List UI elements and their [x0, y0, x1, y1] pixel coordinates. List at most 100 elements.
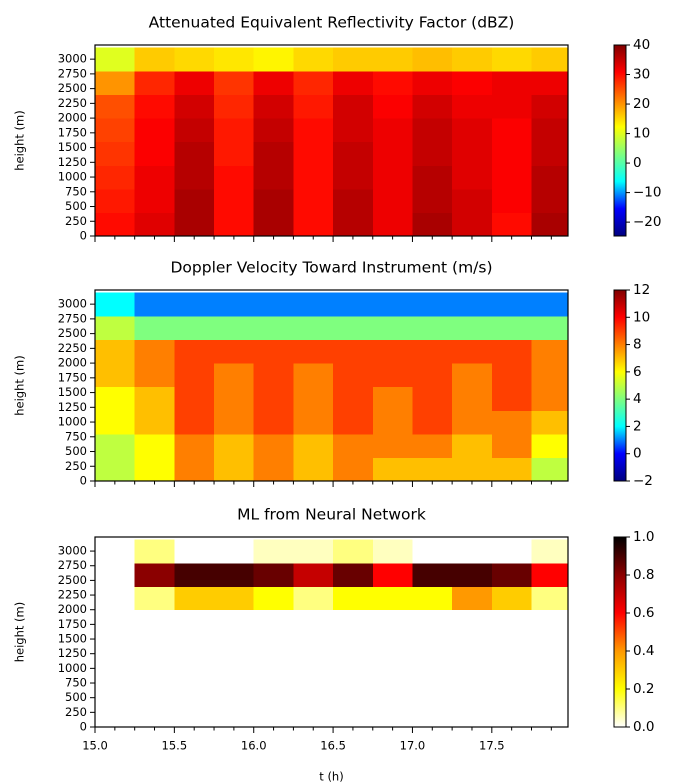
panel-title: Attenuated Equivalent Reflectivity Facto…: [149, 14, 515, 32]
heatmap-cell: [372, 70, 413, 96]
heatmap-cell: [412, 433, 453, 458]
heatmap-cell: [412, 410, 453, 435]
y-tick-label: 0: [80, 474, 87, 488]
heatmap-cell: [452, 609, 493, 634]
heatmap-cell: [412, 212, 453, 236]
heatmap-cell: [95, 70, 136, 96]
heatmap-cell: [293, 141, 334, 166]
y-tick-label: 250: [65, 459, 87, 473]
heatmap-cell: [253, 94, 294, 119]
heatmap-cell: [491, 212, 532, 236]
heatmap-cell: [531, 562, 568, 587]
colorbar: [613, 44, 627, 237]
heatmap-cell: [293, 586, 334, 611]
heatmap-cell: [412, 633, 453, 658]
heatmap-cell: [214, 165, 255, 190]
heatmap-cell: [174, 562, 215, 587]
y-tick-label: 250: [65, 705, 87, 719]
heatmap-cell: [333, 70, 374, 96]
heatmap-cell: [372, 165, 413, 190]
x-tick-label: 16.0: [241, 739, 267, 753]
heatmap-cell: [174, 680, 215, 705]
heatmap-cell: [531, 609, 568, 634]
heatmap-cell: [452, 118, 493, 143]
heatmap: [134, 539, 568, 727]
heatmap-cell: [134, 47, 175, 72]
heatmap-cell: [491, 562, 532, 587]
heatmap-cell: [452, 562, 493, 587]
heatmap-cell: [491, 633, 532, 658]
heatmap-cell: [95, 94, 136, 119]
heatmap-cell: [174, 70, 215, 96]
y-tick-label: 2500: [58, 81, 87, 95]
heatmap-cell: [372, 633, 413, 658]
heatmap-cell: [293, 562, 334, 587]
y-tick-label: 250: [65, 214, 87, 228]
x-tick-label: 15.0: [82, 739, 108, 753]
heatmap-cell: [372, 586, 413, 611]
y-tick-label: 1000: [58, 661, 87, 675]
x-axis-label: t (h): [319, 770, 343, 784]
heatmap-cell: [372, 457, 413, 481]
heatmap-cell: [293, 363, 334, 388]
heatmap-cell: [412, 292, 453, 317]
heatmap-cell: [491, 433, 532, 458]
heatmap-cell: [253, 457, 294, 481]
heatmap-cell: [253, 339, 294, 364]
colorbar-tick-label: 10: [633, 126, 650, 142]
heatmap-cell: [293, 633, 334, 658]
heatmap-cell: [253, 539, 294, 564]
heatmap-cell: [293, 47, 334, 72]
heatmap-cell: [372, 680, 413, 705]
heatmap-cell: [174, 633, 215, 658]
y-tick-label: 1500: [58, 632, 87, 646]
heatmap-cell: [293, 94, 334, 119]
heatmap-cell: [372, 188, 413, 213]
heatmap-cell: [333, 680, 374, 705]
heatmap-cell: [293, 315, 334, 341]
colorbar-tick-label: 12: [633, 282, 650, 298]
heatmap-cell: [253, 292, 294, 317]
heatmap-cell: [452, 539, 493, 564]
plot-frame: [94, 289, 569, 482]
heatmap-cell: [412, 70, 453, 96]
heatmap-cell: [214, 141, 255, 166]
heatmap-cell: [531, 118, 568, 143]
heatmap-cell: [293, 410, 334, 435]
heatmap-cell: [253, 410, 294, 435]
colorbar-tick-label: 6: [633, 364, 642, 380]
heatmap-cell: [174, 457, 215, 481]
colorbar-tick-label: 0.4: [633, 643, 654, 659]
heatmap-cell: [452, 656, 493, 681]
heatmap-cell: [412, 165, 453, 190]
heatmap-cell: [372, 339, 413, 364]
heatmap-cell: [372, 410, 413, 435]
heatmap-cell: [253, 562, 294, 587]
panel-title: ML from Neural Network: [237, 506, 426, 524]
heatmap-cell: [174, 118, 215, 143]
heatmap-cell: [253, 212, 294, 236]
heatmap-cell: [174, 339, 215, 364]
heatmap-cell: [293, 680, 334, 705]
heatmap-cell: [491, 118, 532, 143]
heatmap-cell: [134, 457, 175, 481]
heatmap-cell: [372, 433, 413, 458]
heatmap-cell: [174, 609, 215, 634]
heatmap-cell: [531, 47, 568, 72]
plot-frame: [94, 44, 569, 237]
heatmap-cell: [95, 292, 136, 317]
x-tick-label: 15.5: [162, 739, 188, 753]
y-axis-label: height (m): [13, 110, 27, 171]
heatmap-cell: [214, 410, 255, 435]
heatmap-cell: [452, 410, 493, 435]
heatmap-cell: [452, 457, 493, 481]
heatmap-cell: [134, 315, 175, 341]
heatmap-cell: [333, 386, 374, 411]
heatmap-cell: [491, 656, 532, 681]
heatmap-cell: [491, 386, 532, 411]
heatmap-cell: [333, 47, 374, 72]
y-tick-label: 2000: [58, 356, 87, 370]
heatmap-cell: [531, 188, 568, 213]
heatmap-cell: [372, 94, 413, 119]
heatmap-cell: [134, 633, 175, 658]
